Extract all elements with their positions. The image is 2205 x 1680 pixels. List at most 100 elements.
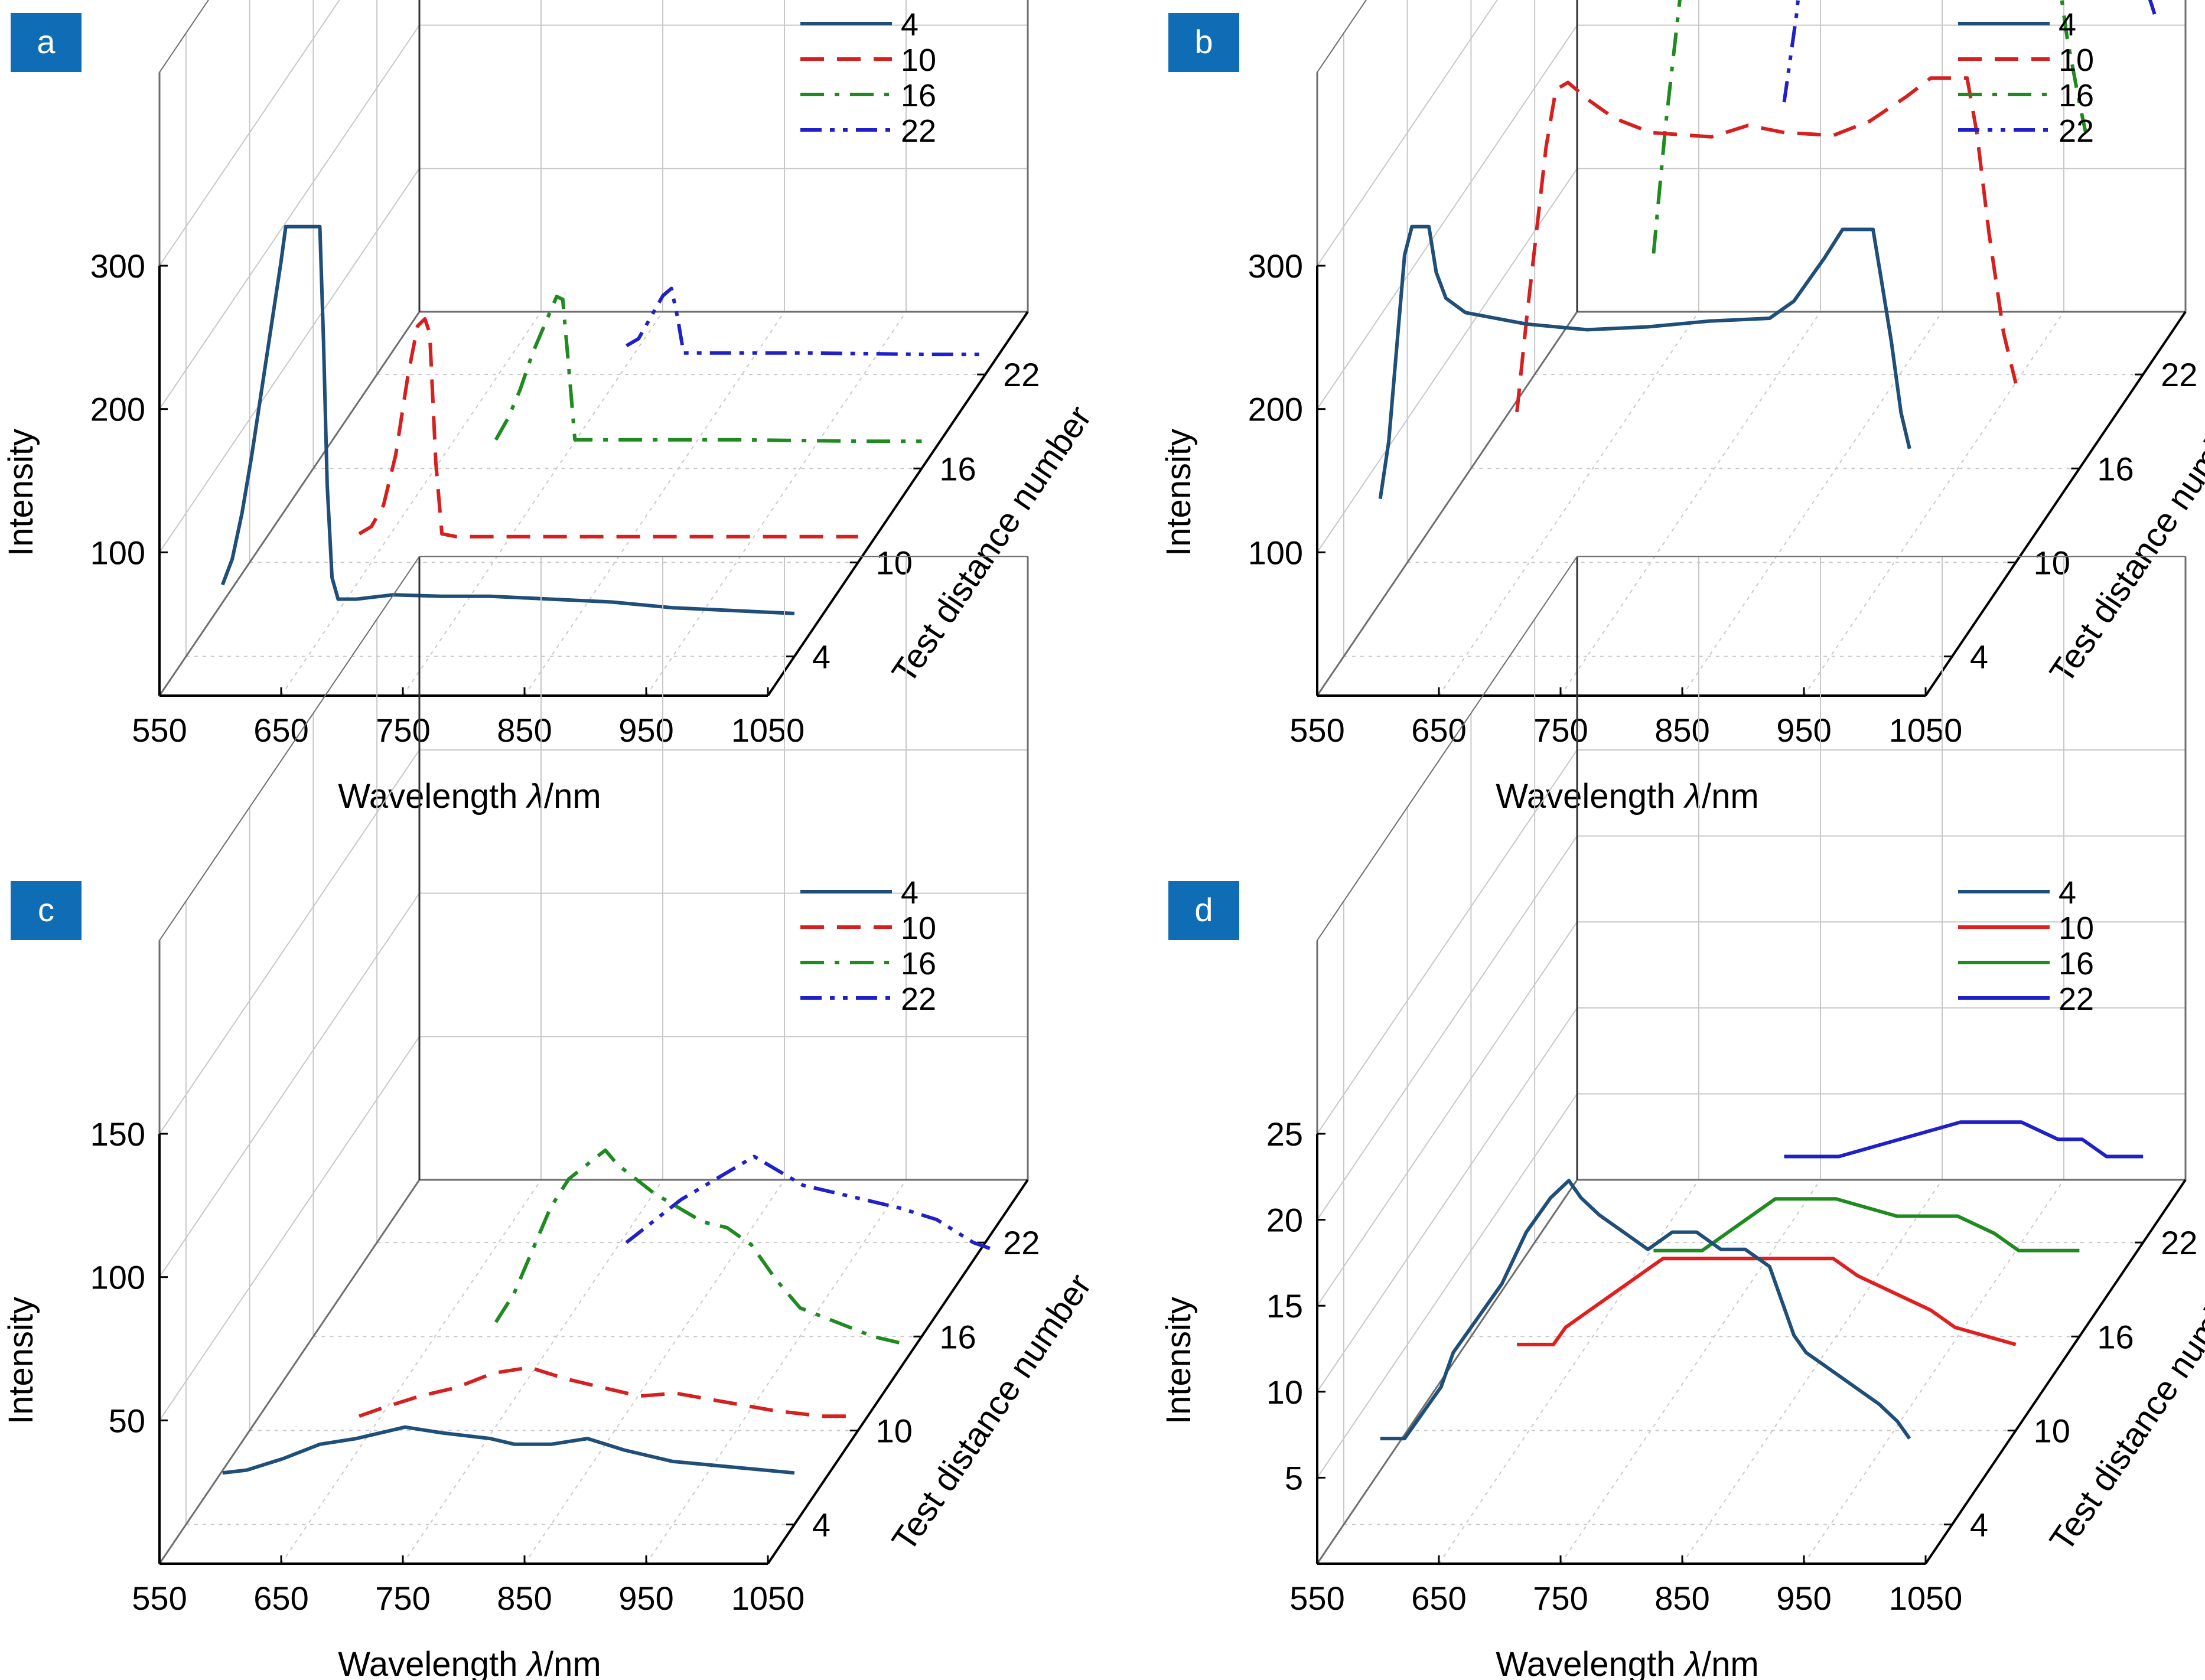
grid-line [281,311,542,696]
y-tick-label: 150 [90,1115,145,1153]
x-tick-label: 850 [497,1580,552,1617]
x-tick-label: 750 [375,1580,430,1617]
z-tick-label: 4 [812,1506,830,1544]
z-tick-label: 16 [2097,1318,2134,1355]
x-tick-label: 1050 [1889,712,1963,749]
x-tick-label: 1050 [1889,1580,1963,1617]
z-axis [1924,1179,2187,1565]
y-tick-label: 25 [1266,1115,1303,1153]
series-line-4 [222,1425,795,1475]
x-axis-label-text: Wavelength [1496,777,1685,815]
series-line-10 [359,1365,858,1418]
panel-b: 550 650 750 850 950 10501002003004101622Wavel… [1160,0,2205,815]
grid-line [1317,1007,1578,1392]
legend-label-4: 4 [2059,7,2076,43]
grid-line [646,311,907,696]
panel-badge-label: a [37,23,56,60]
z-tick-label: 22 [1003,1224,1040,1261]
z-tick-label: 22 [1003,356,1040,393]
series-line-10 [1515,76,2018,413]
z-tick-label: 22 [2161,356,2197,393]
x-axis-label-symbol: λ [526,1645,545,1680]
x-tick-label: 650 [1411,1580,1466,1617]
grid-line [524,1179,785,1564]
x-axis-label: Wavelength λ/nm [1496,1645,1758,1680]
z-axis [767,1179,1029,1565]
y-tick-label: 300 [90,247,145,285]
legend-label-4: 4 [2059,875,2076,911]
grid-line [159,893,420,1278]
y-axis-label: Intensity [1160,1297,1198,1424]
series-line-16 [494,1148,910,1347]
grid-line [281,1179,542,1564]
grid-line [1317,921,1578,1306]
grid-line [1317,836,1578,1221]
grid-line [1682,1179,1943,1564]
legend-label-10: 10 [901,911,936,946]
series-line-4 [1378,224,1911,500]
y-tick-label: 200 [1248,391,1303,428]
z-tick-label: 4 [812,638,830,676]
panel-badge-label: d [1194,891,1213,928]
grid-line [159,749,420,1134]
x-tick-label: 1050 [731,1580,805,1617]
x-tick-label: 950 [618,1580,673,1617]
x-axis-label-unit: /nm [544,777,601,815]
legend-label-22: 22 [901,981,936,1017]
y-axis-label: Intensity [1160,429,1198,556]
legend-label-16: 16 [901,78,936,113]
grid-line [1560,1179,1821,1564]
x-tick-label: 850 [1654,712,1709,749]
z-tick-label: 16 [939,450,976,487]
panel-badge-label: b [1194,23,1213,60]
legend-label-10: 10 [901,43,936,78]
series-line-10 [358,317,858,539]
x-axis-label-text: Wavelength [338,1645,527,1680]
y-tick-label: 10 [1266,1374,1303,1411]
x-axis-label-text: Wavelength [1496,1645,1685,1680]
x-tick-label: 650 [253,1580,308,1617]
x-tick-label: 650 [1411,712,1466,749]
grid-line [1438,1179,1699,1564]
panel-badge [1168,13,1239,72]
legend-label-10: 10 [2059,43,2094,78]
grid-line [1803,1179,2064,1564]
x-tick-label: 850 [497,712,552,749]
x-tick-label: 550 [1289,1580,1344,1617]
z-tick-label: 10 [2034,1412,2070,1449]
panel-badge [11,13,82,72]
legend-label-22: 22 [901,113,936,149]
y-tick-label: 300 [1248,247,1303,285]
grid-line [402,1179,663,1564]
z-tick-label: 4 [1970,1506,1988,1544]
z-axis [767,311,1029,697]
z-tick-label: 16 [939,1318,976,1355]
x-axis-label: Wavelength λ/nm [1496,777,1758,815]
axis-edge [159,0,210,73]
x-axis-label-unit: /nm [1702,1645,1759,1680]
series-line-16 [1652,0,2087,254]
x-axis-label-text: Wavelength [338,777,527,815]
legend-label-16: 16 [2059,946,2094,981]
legend-label-16: 16 [2059,78,2094,113]
series-line-22 [625,1154,998,1253]
z-tick-label: 10 [876,544,913,581]
panel-badge [11,881,82,940]
z-axis [1924,311,2187,697]
z-tick-label: 4 [1970,638,1988,676]
series-line-16 [494,295,922,443]
panel-badge-label: c [38,891,54,928]
y-tick-label: 20 [1266,1202,1303,1239]
x-tick-label: 850 [1654,1580,1709,1617]
axis-edge [1317,0,1367,73]
grid-line [1317,1093,1578,1478]
axis-edge [159,556,420,941]
grid-line [646,1179,907,1564]
y-tick-label: 15 [1266,1287,1303,1325]
x-tick-label: 750 [1533,1580,1588,1617]
x-tick-label: 1050 [731,712,805,749]
grid-line [1803,311,2064,696]
legend-label-22: 22 [2059,113,2094,149]
axis-edge [1316,311,1578,696]
x-tick-label: 550 [132,712,187,749]
